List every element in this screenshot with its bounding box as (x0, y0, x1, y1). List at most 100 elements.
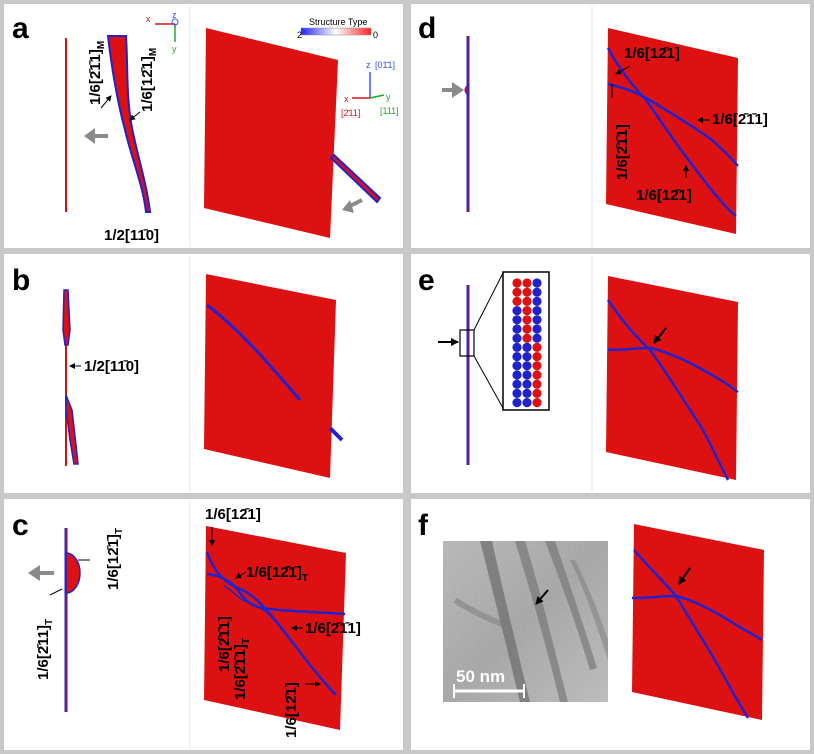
atom (532, 324, 542, 334)
svg-text:[2̄11]: [2̄11] (341, 108, 360, 118)
atom (522, 398, 532, 408)
label-a-left: 1/6[2̄1̄1]M (87, 41, 107, 105)
atom (522, 361, 532, 371)
axis-triad-3d: z [01̄1] x [2̄11] y [111] (341, 60, 399, 118)
glide-plane-b (204, 274, 336, 478)
atom (522, 287, 532, 297)
scale-bar-label: 50 nm (456, 667, 505, 686)
glide-plane-a (204, 28, 338, 238)
panel-e: e (418, 264, 739, 481)
panel-d: d 1/6[12̄1] 1/6[2̄1̄1] 1/6[2̄1̄1] 1/6[12… (418, 12, 768, 234)
frame-b (0, 250, 407, 497)
glide-plane-f (632, 524, 764, 720)
atom (512, 324, 522, 334)
dislocation-b (206, 303, 302, 401)
atom (532, 306, 542, 316)
panel-label-f: f (418, 509, 429, 542)
atom (522, 370, 532, 380)
frame-a (0, 0, 407, 252)
atom (532, 278, 542, 288)
atom (512, 315, 522, 325)
atom (532, 287, 542, 297)
panel-f: f 50 nm (418, 509, 764, 720)
svg-text:[01̄1]: [01̄1] (375, 60, 395, 70)
atom (512, 388, 522, 398)
label-c-right: 1/6[2̄1̄1] (305, 620, 361, 637)
curved-dislocation-a (106, 35, 152, 213)
panel-label-d: d (418, 12, 436, 45)
svg-text:x: x (344, 94, 349, 104)
atom (532, 352, 542, 362)
atom (512, 296, 522, 306)
atom (532, 370, 542, 380)
panel-c: c 1/6[12̄1̄]T 1/6[2̄11]T 1/6[12̄1] 1/6[1… (12, 506, 361, 738)
frame-c (0, 495, 407, 754)
tem-micrograph: 50 nm (443, 541, 608, 702)
label-c-vert-b: 1/6[2̄1̄1]T (232, 638, 252, 700)
atom (522, 379, 532, 389)
svg-text:[111]: [111] (380, 106, 399, 116)
cross-slip-strip-a (329, 153, 382, 204)
panel-label-b: b (12, 264, 30, 297)
svg-text:z: z (172, 10, 177, 20)
svg-text:2: 2 (297, 30, 302, 40)
atom (532, 342, 542, 352)
atom (522, 278, 532, 288)
atom (532, 398, 542, 408)
panel-label-a: a (12, 12, 29, 45)
atom (522, 306, 532, 316)
label-d-vert: 1/6[2̄1̄1] (614, 124, 631, 180)
atom (512, 278, 522, 288)
glide-plane-e (606, 276, 738, 480)
label-d-top: 1/6[12̄1] (624, 45, 680, 62)
label-d-right: 1/6[2̄1̄1] (712, 111, 768, 128)
label-c-vert-c: 1/6[12̄1] (283, 682, 300, 738)
atom (532, 388, 542, 398)
gray-arrow-a-head (84, 128, 95, 144)
atom (512, 333, 522, 343)
svg-text:z: z (366, 60, 371, 70)
svg-text:x: x (146, 14, 151, 24)
panel-dividers (189, 6, 593, 749)
svg-text:Structure Type: Structure Type (309, 17, 367, 27)
svg-text:y: y (386, 92, 391, 102)
label-c-vert2: 1/6[2̄11]T (35, 619, 55, 680)
label-a-right: 1/6[12̄1]M (139, 48, 159, 112)
axis-triad-top: x z y (146, 10, 179, 54)
atom (532, 361, 542, 371)
atom (522, 352, 532, 362)
atom (512, 379, 522, 389)
atom (512, 361, 522, 371)
atom (512, 352, 522, 362)
label-a-bottom: 1/2[11̄0] (104, 227, 159, 244)
svg-text:0: 0 (373, 30, 378, 40)
atom (522, 324, 532, 334)
label-c-top: 1/6[12̄1] (205, 506, 261, 523)
panel-a: a 1/6[2̄1̄1]M 1/6[12̄1]M 1/2[11̄0] x z y (12, 10, 399, 244)
label-c-vert1: 1/6[12̄1̄]T (105, 528, 125, 590)
atom (532, 333, 542, 343)
atom (522, 315, 532, 325)
atom (522, 296, 532, 306)
atom (532, 379, 542, 389)
label-d-bottom: 1/6[12̄1] (636, 187, 692, 204)
atom (532, 315, 542, 325)
zoom-box-small (459, 329, 475, 357)
atom (512, 306, 522, 316)
gray-arrow-a2 (342, 200, 354, 213)
panel-label-e: e (418, 264, 435, 297)
atom (532, 296, 542, 306)
atom (522, 342, 532, 352)
svg-text:y: y (172, 44, 177, 54)
atom (512, 342, 522, 352)
label-c-vert-a: 1/6[2̄1̄1] (216, 616, 233, 672)
label-c-mid: 1/6[12̄1̄]T (246, 564, 308, 584)
atom (512, 287, 522, 297)
panel-label-c: c (12, 509, 29, 542)
atom (512, 398, 522, 408)
atom-columns (512, 278, 542, 408)
atom (522, 333, 532, 343)
